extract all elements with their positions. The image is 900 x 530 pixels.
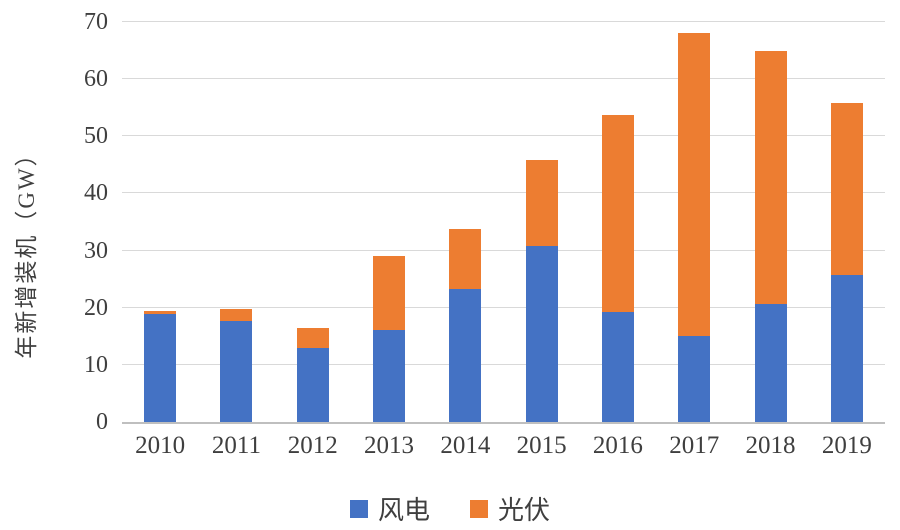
x-label-2019: 2019 bbox=[821, 432, 872, 459]
y-tick-label-30: 30 bbox=[84, 237, 108, 264]
bar-segment-风电-2012 bbox=[296, 347, 329, 422]
bar-segment-光伏-2014 bbox=[449, 228, 482, 290]
bar-stack-2015 bbox=[525, 22, 558, 422]
bar-column-2019 bbox=[809, 22, 885, 422]
x-label-2013: 2013 bbox=[364, 432, 415, 459]
bar-segment-风电-2018 bbox=[754, 304, 787, 422]
bar-column-2015 bbox=[503, 22, 579, 422]
bar-column-2018 bbox=[732, 22, 808, 422]
x-label-2011: 2011 bbox=[211, 432, 261, 459]
y-tick-label-10: 10 bbox=[84, 351, 108, 378]
bar-segment-风电-2014 bbox=[449, 289, 482, 422]
gridline-20 bbox=[122, 306, 885, 308]
bar-segment-风电-2016 bbox=[601, 311, 634, 422]
bar-stack-2014 bbox=[449, 22, 482, 422]
solar-color-swatch-icon bbox=[470, 499, 488, 518]
bar-segment-风电-2013 bbox=[373, 330, 406, 422]
bar-segment-光伏-2011 bbox=[220, 309, 253, 322]
bars-row bbox=[122, 22, 885, 422]
x-label-2014: 2014 bbox=[440, 432, 491, 459]
bar-column-2017 bbox=[656, 22, 732, 422]
bar-stack-2013 bbox=[373, 22, 406, 422]
bar-segment-光伏-2016 bbox=[601, 114, 634, 312]
gridline-70 bbox=[122, 21, 885, 22]
bar-column-2014 bbox=[427, 22, 503, 422]
legend: 风电 光伏 bbox=[0, 490, 900, 527]
gridline-40 bbox=[122, 192, 885, 194]
gridline-50 bbox=[122, 135, 885, 137]
y-tick-label-60: 60 bbox=[84, 66, 108, 93]
bar-segment-光伏-2015 bbox=[525, 159, 558, 246]
bar-stack-2018 bbox=[754, 22, 787, 422]
wind-color-swatch-icon bbox=[349, 499, 368, 518]
legend-label-solar: 光伏 bbox=[498, 496, 551, 525]
bar-stack-2011 bbox=[220, 22, 253, 422]
bar-segment-光伏-2019 bbox=[830, 103, 863, 276]
x-label-2012: 2012 bbox=[287, 432, 338, 459]
plot-area bbox=[122, 21, 885, 424]
bar-segment-光伏-2018 bbox=[754, 51, 787, 305]
bar-column-2012 bbox=[275, 22, 351, 422]
x-axis-labels: 2010 2011 2012 2013 2014 2015 2016 2017 2018 2019 bbox=[122, 432, 885, 460]
legend-item-wind: 风电 bbox=[349, 490, 430, 527]
bar-segment-光伏-2013 bbox=[373, 255, 406, 330]
x-label-2018: 2018 bbox=[745, 432, 796, 459]
legend-label-wind: 风电 bbox=[377, 496, 430, 525]
bar-segment-光伏-2017 bbox=[678, 32, 711, 337]
bar-segment-光伏-2012 bbox=[296, 327, 329, 348]
x-label-2017: 2017 bbox=[669, 432, 720, 459]
gridline-60 bbox=[122, 78, 885, 80]
bar-stack-2017 bbox=[678, 22, 711, 422]
y-tick-label-40: 40 bbox=[84, 180, 108, 207]
y-axis-ticks: 0 10 20 30 40 50 60 70 bbox=[0, 10, 108, 434]
bar-segment-风电-2010 bbox=[144, 314, 177, 422]
gridline-10 bbox=[122, 363, 885, 365]
bar-segment-风电-2017 bbox=[678, 336, 711, 422]
bar-column-2013 bbox=[351, 22, 427, 422]
bar-segment-风电-2015 bbox=[525, 246, 558, 422]
bar-stack-2012 bbox=[296, 22, 329, 422]
x-label-2015: 2015 bbox=[516, 432, 567, 459]
bar-column-2016 bbox=[580, 22, 656, 422]
bar-column-2011 bbox=[198, 22, 274, 422]
bar-stack-2010 bbox=[144, 22, 177, 422]
x-label-2010: 2010 bbox=[135, 432, 186, 459]
x-label-2016: 2016 bbox=[592, 432, 643, 459]
bar-stack-2019 bbox=[830, 22, 863, 422]
y-tick-label-70: 70 bbox=[84, 9, 108, 35]
y-tick-label-0: 0 bbox=[96, 409, 108, 435]
gridline-30 bbox=[122, 249, 885, 251]
bar-segment-风电-2019 bbox=[830, 275, 863, 422]
bar-column-2010 bbox=[122, 22, 198, 422]
y-tick-label-50: 50 bbox=[84, 123, 108, 150]
bar-segment-光伏-2010 bbox=[144, 311, 177, 314]
y-tick-label-20: 20 bbox=[84, 294, 108, 321]
legend-item-solar: 光伏 bbox=[470, 490, 550, 527]
bar-segment-风电-2011 bbox=[220, 321, 253, 422]
bar-stack-2016 bbox=[601, 22, 634, 422]
